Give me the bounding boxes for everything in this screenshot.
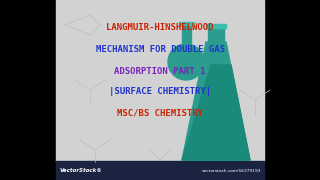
- Polygon shape: [182, 42, 250, 160]
- Text: MECHANISM FOR DOUBLE GAS: MECHANISM FOR DOUBLE GAS: [95, 46, 225, 55]
- Polygon shape: [182, 65, 250, 160]
- Text: |SURFACE CHEMISTRY|: |SURFACE CHEMISTRY|: [109, 87, 211, 96]
- Bar: [264, 0, 320, 180]
- Bar: [208, 28, 224, 42]
- Text: LANGMUIR-HINSHELWOOD: LANGMUIR-HINSHELWOOD: [106, 24, 214, 33]
- Bar: [56, 161, 264, 180]
- Bar: [179, 22, 194, 25]
- Bar: [182, 24, 191, 46]
- Text: MSC/BS CHEMISTRY: MSC/BS CHEMISTRY: [117, 109, 203, 118]
- Polygon shape: [168, 44, 204, 80]
- Bar: [0, 0, 56, 180]
- Bar: [206, 24, 226, 28]
- Text: ADSORPTION PART 1: ADSORPTION PART 1: [114, 66, 206, 75]
- Text: VectorStock®: VectorStock®: [60, 168, 103, 173]
- Bar: [56, 0, 264, 161]
- Text: vectorstock.com/56379193: vectorstock.com/56379193: [202, 168, 261, 173]
